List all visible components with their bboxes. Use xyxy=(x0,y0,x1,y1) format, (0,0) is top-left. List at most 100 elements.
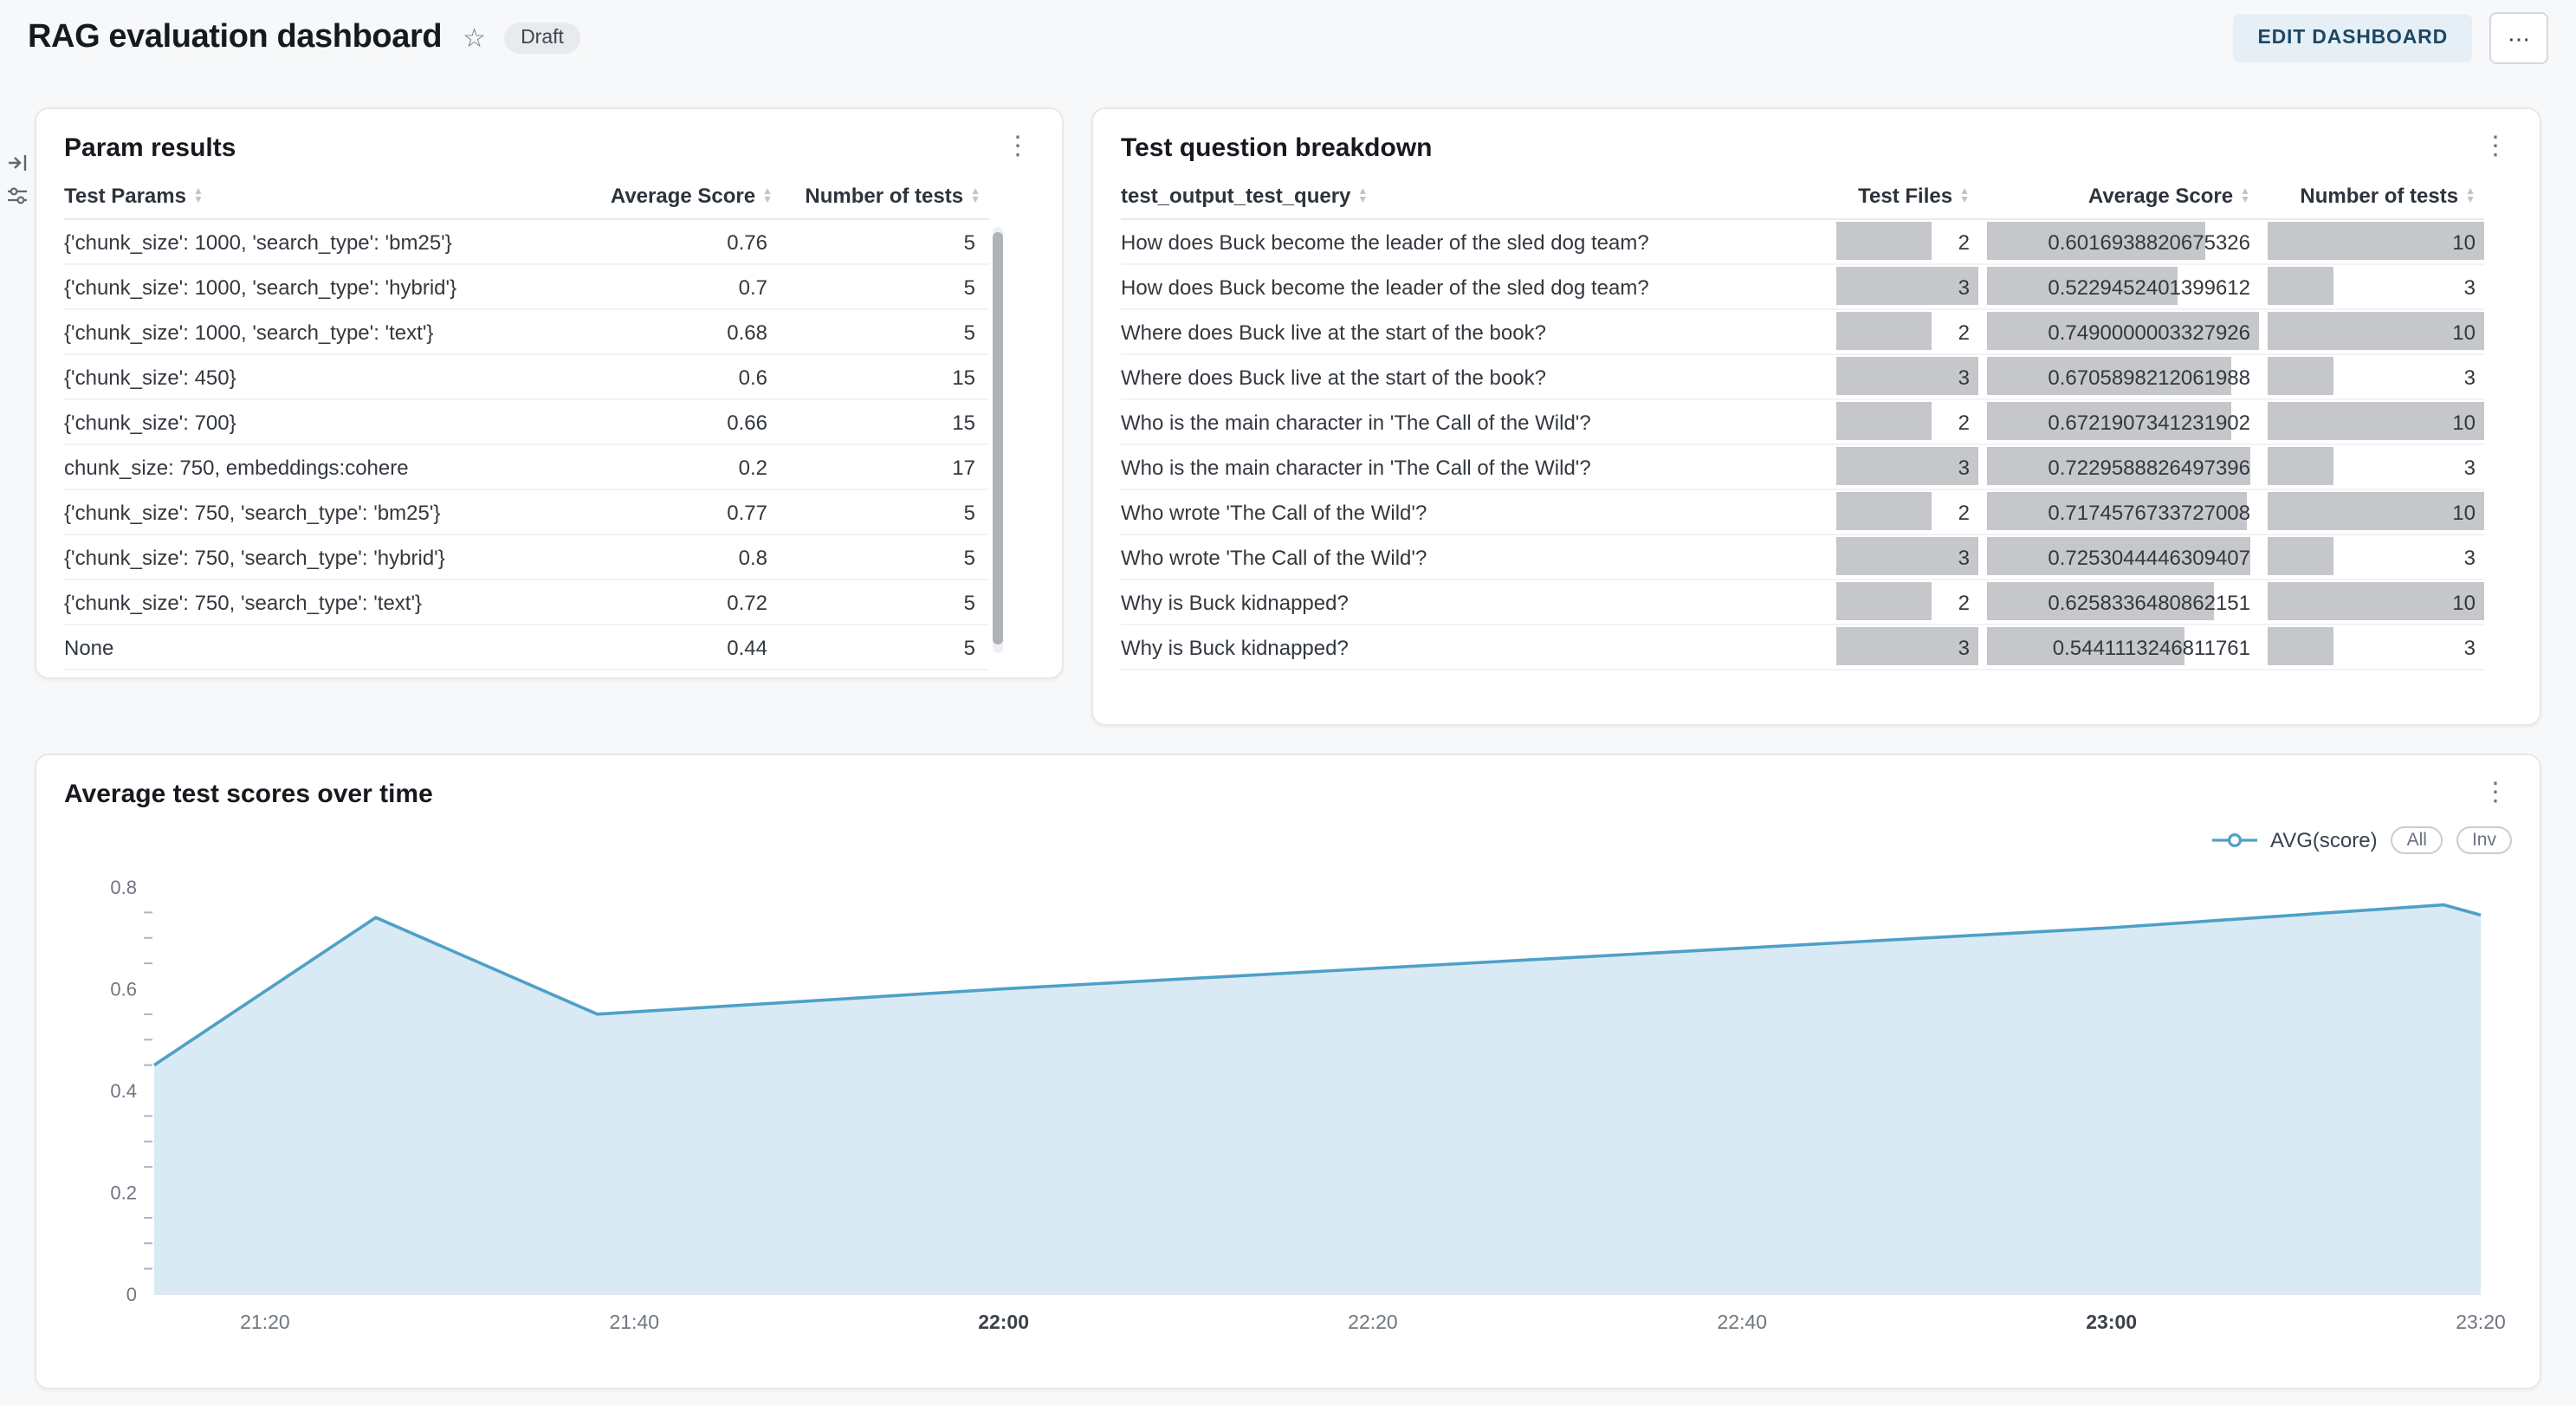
column-header-average-score[interactable]: Average Score ▲ ▼ xyxy=(566,173,781,220)
query-cell: How does Buck become the leader of the s… xyxy=(1121,219,1828,265)
question-breakdown-table: test_output_test_query ▲ ▼ Test Files ▲ ▼ Av… xyxy=(1121,173,2484,670)
x-axis-label: 22:00 xyxy=(978,1311,1029,1333)
zoom-all-button[interactable]: All xyxy=(2391,826,2443,854)
num-tests-cell: 10 xyxy=(2259,489,2484,535)
table-row: {'chunk_size': 1000, 'search_type': 'bm2… xyxy=(64,219,989,265)
cell-value: 2 xyxy=(1958,410,1970,434)
x-axis-label: 22:40 xyxy=(1718,1311,1768,1333)
edit-dashboard-button[interactable]: EDIT DASHBOARD xyxy=(2233,14,2472,62)
num-tests-cell: 15 xyxy=(781,354,989,400)
data-bar-fill xyxy=(1836,447,1978,485)
table-row: Who wrote 'The Call of the Wild'? 3 0.7253… xyxy=(1121,534,2484,580)
param-results-card: Param results ⋮ Test Params ▲ ▼ Average Sc… xyxy=(35,107,1064,679)
column-header-test-params[interactable]: Test Params ▲ ▼ xyxy=(64,173,566,220)
column-header-number-of-tests[interactable]: Number of tests ▲ ▼ xyxy=(2259,173,2484,220)
cell-value: 3 xyxy=(2463,635,2476,659)
num-tests-cell: 5 xyxy=(781,309,989,355)
data-bar xyxy=(1836,492,1978,530)
param-results-table-wrap: Test Params ▲ ▼ Average Score ▲ ▼ Number of … xyxy=(64,173,989,670)
cell-value: 0.6016938820675326 xyxy=(2048,230,2250,254)
num-tests-cell: 10 xyxy=(2259,309,2484,355)
cell-value: 3 xyxy=(1958,545,1970,569)
avg-score-cell: 0.5441113246811761 xyxy=(1978,625,2259,670)
data-bar xyxy=(2268,402,2484,440)
avg-score-cell: 0.8 xyxy=(566,534,781,580)
param-cell: {'chunk_size': 1000, 'search_type': 'tex… xyxy=(64,309,566,355)
test-files-cell: 2 xyxy=(1828,309,1978,355)
sort-icon[interactable]: ▲ ▼ xyxy=(762,187,773,206)
favorite-star-icon[interactable]: ☆ xyxy=(463,24,487,54)
data-bar xyxy=(1836,357,1978,395)
cell-value: 0.7490000003327926 xyxy=(2048,320,2250,344)
query-cell: Who wrote 'The Call of the Wild'? xyxy=(1121,489,1828,535)
data-bar-fill xyxy=(2268,312,2484,350)
data-bar-fill xyxy=(2268,582,2484,620)
card-menu-icon[interactable]: ⋮ xyxy=(2482,132,2508,161)
data-bar-fill xyxy=(2268,627,2333,665)
num-tests-cell: 5 xyxy=(781,625,989,670)
data-bar xyxy=(1987,312,2259,350)
cell-value: 10 xyxy=(2452,230,2476,254)
data-bar xyxy=(2268,357,2484,395)
table-row: How does Buck become the leader of the s… xyxy=(1121,264,2484,310)
sort-icon[interactable]: ▲ ▼ xyxy=(1357,187,1369,206)
sort-icon[interactable]: ▲ ▼ xyxy=(2465,187,2476,206)
column-header-average-score[interactable]: Average Score ▲ ▼ xyxy=(1978,173,2259,220)
num-tests-cell: 10 xyxy=(2259,579,2484,625)
column-header-number-of-tests[interactable]: Number of tests ▲ ▼ xyxy=(781,173,989,220)
data-bar-fill xyxy=(2268,402,2484,440)
column-header-test-files[interactable]: Test Files ▲ ▼ xyxy=(1828,173,1978,220)
query-cell: Who wrote 'The Call of the Wild'? xyxy=(1121,534,1828,580)
test-files-cell: 3 xyxy=(1828,534,1978,580)
cell-value: 0.7174576733727008 xyxy=(2048,500,2250,524)
cell-value: 3 xyxy=(2463,455,2476,479)
avg-score-cell: 0.7 xyxy=(566,264,781,310)
param-cell: {'chunk_size': 1000, 'search_type': 'bm2… xyxy=(64,219,566,265)
data-bar-fill xyxy=(1836,357,1978,395)
x-axis-label: 21:40 xyxy=(609,1311,659,1333)
data-bar xyxy=(2268,312,2484,350)
card-menu-icon[interactable]: ⋮ xyxy=(1005,132,1031,161)
cell-value: 3 xyxy=(2463,545,2476,569)
legend-marker-circle xyxy=(2227,832,2242,848)
cell-value: 2 xyxy=(1958,590,1970,614)
sort-icon[interactable]: ▲ ▼ xyxy=(2240,187,2250,206)
data-bar xyxy=(1836,537,1978,575)
sort-icon[interactable]: ▲ ▼ xyxy=(970,187,981,206)
filter-sliders-icon[interactable] xyxy=(7,185,28,206)
zoom-invert-button[interactable]: Inv xyxy=(2456,826,2512,854)
test-files-cell: 3 xyxy=(1828,444,1978,490)
collapse-panel-icon[interactable] xyxy=(7,152,28,173)
data-bar xyxy=(1987,492,2259,530)
scrollbar-thumb[interactable] xyxy=(993,232,1003,644)
data-bar xyxy=(1987,402,2259,440)
data-bar-fill xyxy=(1836,492,1932,530)
avg-score-cell: 0.6721907341231902 xyxy=(1978,399,2259,445)
table-scrollbar[interactable] xyxy=(993,227,1003,653)
avg-score-cell: 0.7490000003327926 xyxy=(1978,309,2259,355)
param-cell: {'chunk_size': 450} xyxy=(64,354,566,400)
table-row: {'chunk_size': 750, 'search_type': 'text… xyxy=(64,579,989,625)
cell-value: 3 xyxy=(1958,275,1970,299)
sort-icon[interactable]: ▲ ▼ xyxy=(192,187,204,206)
cell-value: 3 xyxy=(2463,365,2476,389)
cell-value: 2 xyxy=(1958,320,1970,344)
avg-score-cell: 0.6 xyxy=(566,354,781,400)
data-bar xyxy=(2268,627,2484,665)
cell-value: 0.7229588826497396 xyxy=(2048,455,2250,479)
data-bar xyxy=(2268,492,2484,530)
data-bar-fill xyxy=(1987,357,2230,395)
num-tests-cell: 3 xyxy=(2259,264,2484,310)
sort-icon[interactable]: ▲ ▼ xyxy=(1959,187,1970,206)
card-menu-icon[interactable]: ⋮ xyxy=(2482,778,2508,807)
more-options-button[interactable]: ⋯ xyxy=(2489,12,2548,64)
data-bar-fill xyxy=(2268,357,2333,395)
table-row: How does Buck become the leader of the s… xyxy=(1121,219,2484,265)
column-header-test-query[interactable]: test_output_test_query ▲ ▼ xyxy=(1121,173,1828,220)
table-row: None 0.44 5 xyxy=(64,625,989,670)
y-axis-label: 0 xyxy=(126,1284,137,1305)
query-cell: Why is Buck kidnapped? xyxy=(1121,579,1828,625)
table-row: {'chunk_size': 700} 0.66 15 xyxy=(64,399,989,445)
y-axis-label: 0.8 xyxy=(110,877,137,898)
